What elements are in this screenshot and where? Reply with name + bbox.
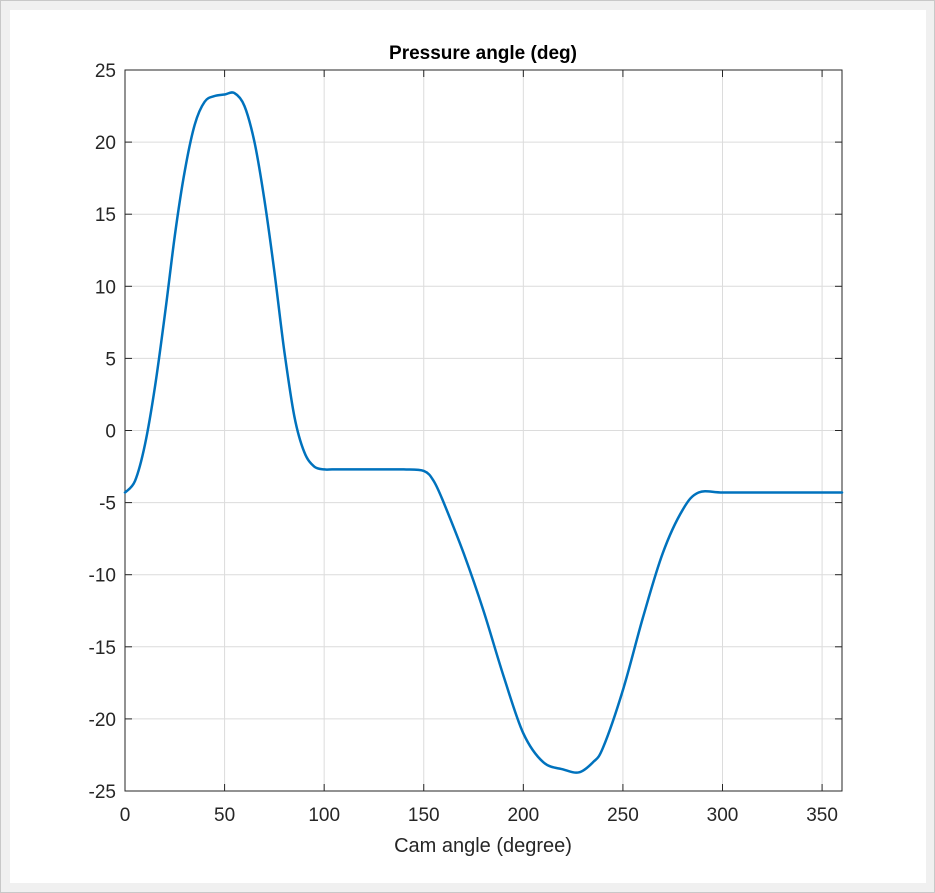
x-tick-label: 250 <box>607 805 639 826</box>
tick-label-layer: 0 50 100 150 200 250 300 3502520151050-5-10-15-… <box>89 61 838 826</box>
x-tick-label: 200 <box>507 805 539 826</box>
y-tick-label: -15 <box>89 638 116 659</box>
grid-layer <box>124 69 842 792</box>
figure-canvas <box>10 10 926 883</box>
x-tick-label: 0 <box>120 805 131 826</box>
y-tick-label: 25 <box>95 61 116 82</box>
y-tick-label: 20 <box>95 133 116 154</box>
y-tick-label: 0 <box>105 422 116 443</box>
x-tick-label: 50 <box>214 805 235 826</box>
chart-title: Pressure angle (deg) <box>389 43 577 64</box>
y-tick-label: -5 <box>99 494 116 515</box>
y-tick-label: -10 <box>89 566 116 587</box>
tick-layer <box>124 69 842 792</box>
y-tick-label: 15 <box>95 205 116 226</box>
y-tick-label: 10 <box>95 277 116 298</box>
x-tick-label: 150 <box>408 805 440 826</box>
y-tick-label: 5 <box>105 349 116 370</box>
y-tick-label: -25 <box>89 782 116 803</box>
series-line <box>123 91 844 774</box>
x-tick-label: 350 <box>806 805 838 826</box>
x-tick-label: 300 <box>707 805 739 826</box>
x-tick-label: 100 <box>308 805 340 826</box>
y-tick-label: -20 <box>89 710 116 731</box>
x-axis-label: Cam angle (degree) <box>394 835 572 857</box>
